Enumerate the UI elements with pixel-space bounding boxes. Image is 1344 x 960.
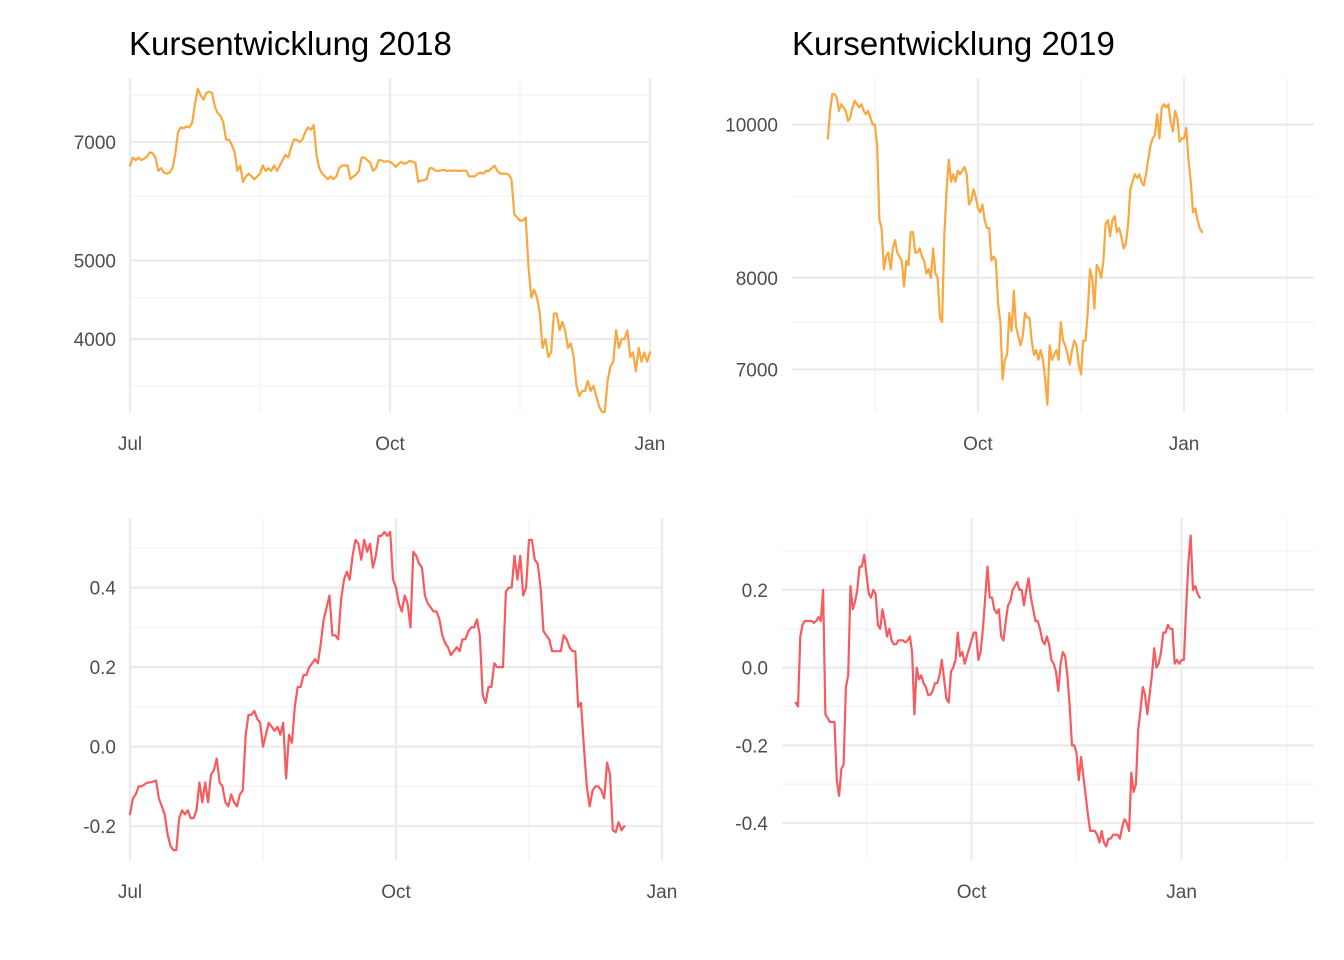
y-tick-label: 4000 xyxy=(74,330,116,351)
y-tick-label: 0.0 xyxy=(742,659,768,680)
chart-indicator-2019: -0.4 -0.2 0.0 0.2 Oct Jan xyxy=(735,518,1314,903)
y-tick-label: -0.2 xyxy=(735,736,768,757)
y-tick-label: 0.4 xyxy=(90,579,117,600)
chart-price-2019: 7000 8000 10000 Oct Jan xyxy=(725,78,1314,455)
chart-title-2018: Kursentwicklung 2018 xyxy=(129,25,452,62)
x-tick-label: Jul xyxy=(118,434,142,455)
y-tick-label: -0.2 xyxy=(83,817,116,838)
x-tick-label: Jan xyxy=(635,434,666,455)
y-tick-label: 5000 xyxy=(74,251,116,272)
y-tick-label: 10000 xyxy=(725,115,778,136)
x-tick-label: Jan xyxy=(1166,882,1197,903)
y-tick-label: 0.2 xyxy=(742,581,768,602)
series-line-indicator-2018 xyxy=(128,530,626,852)
chart-indicator-2018: -0.2 0.0 0.2 0.4 Jul Oct Jan xyxy=(83,518,677,903)
series-line-price-2018 xyxy=(128,87,652,414)
y-tick-label: 0.2 xyxy=(90,658,116,679)
y-tick-label: 7000 xyxy=(74,133,116,154)
chart-price-2018: 4000 5000 7000 Jul Oct Jan xyxy=(74,78,666,455)
chart-title-2019: Kursentwicklung 2019 xyxy=(792,25,1115,62)
x-tick-label: Jul xyxy=(118,882,142,903)
x-tick-label: Oct xyxy=(963,434,993,455)
y-tick-label: 8000 xyxy=(736,269,778,290)
y-tick-label: 0.0 xyxy=(90,738,116,759)
series-line-price-2019 xyxy=(826,93,1204,406)
x-tick-label: Oct xyxy=(381,882,411,903)
x-tick-label: Oct xyxy=(957,882,987,903)
x-tick-label: Jan xyxy=(647,882,678,903)
y-tick-label: 7000 xyxy=(736,360,778,381)
series-line-indicator-2019 xyxy=(794,534,1201,848)
x-tick-label: Oct xyxy=(375,434,405,455)
x-tick-label: Jan xyxy=(1169,434,1200,455)
y-tick-label: -0.4 xyxy=(735,814,768,835)
